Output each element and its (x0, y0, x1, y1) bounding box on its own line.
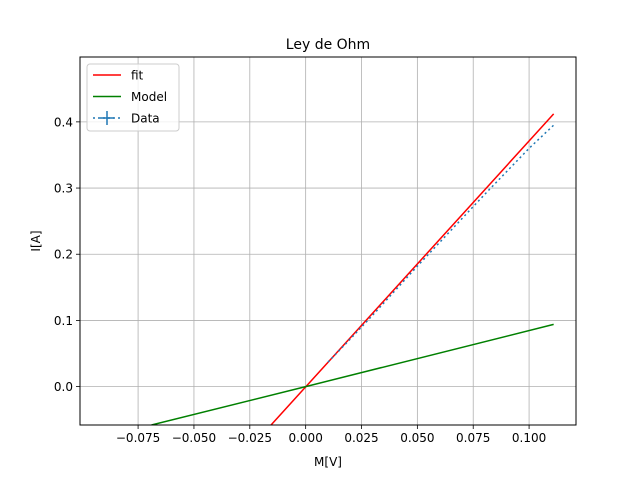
y-tick-label: 0.2 (54, 248, 73, 262)
y-tick-label: 0.4 (54, 115, 73, 129)
series-line-fit (270, 113, 555, 425)
x-tick-label: 0.050 (400, 431, 434, 445)
chart-title: Ley de Ohm (286, 37, 370, 53)
grid-layer (80, 57, 576, 425)
legend-label-data: Data (131, 112, 160, 126)
x-tick-label: 0.000 (288, 431, 322, 445)
legend-box (86, 63, 180, 132)
x-tick-label: 0.100 (512, 431, 546, 445)
series-line-model (151, 323, 554, 425)
legend-label-fit: fit (131, 69, 144, 83)
x-tick-label: −0.075 (116, 431, 160, 445)
x-tick-label: −0.025 (228, 431, 272, 445)
series-layer (151, 113, 555, 425)
x-tick-label: 0.075 (456, 431, 490, 445)
plot-frame (79, 56, 577, 426)
legend-label-model: Model (131, 90, 167, 104)
x-tick-label: 0.025 (344, 431, 378, 445)
tick-layer: −0.075 −0.050 −0.025 0.000 0.025 0.050 0.075 0.… (54, 115, 546, 445)
y-tick-label: 0.0 (54, 380, 73, 394)
y-axis-label: I[A] (29, 230, 43, 251)
y-tick-label: 0.3 (54, 182, 73, 196)
y-tick-label: 0.1 (54, 314, 73, 328)
x-axis-label: M[V] (314, 455, 342, 469)
x-tick-label: −0.050 (172, 431, 216, 445)
legend: fit Model Data (86, 63, 180, 132)
